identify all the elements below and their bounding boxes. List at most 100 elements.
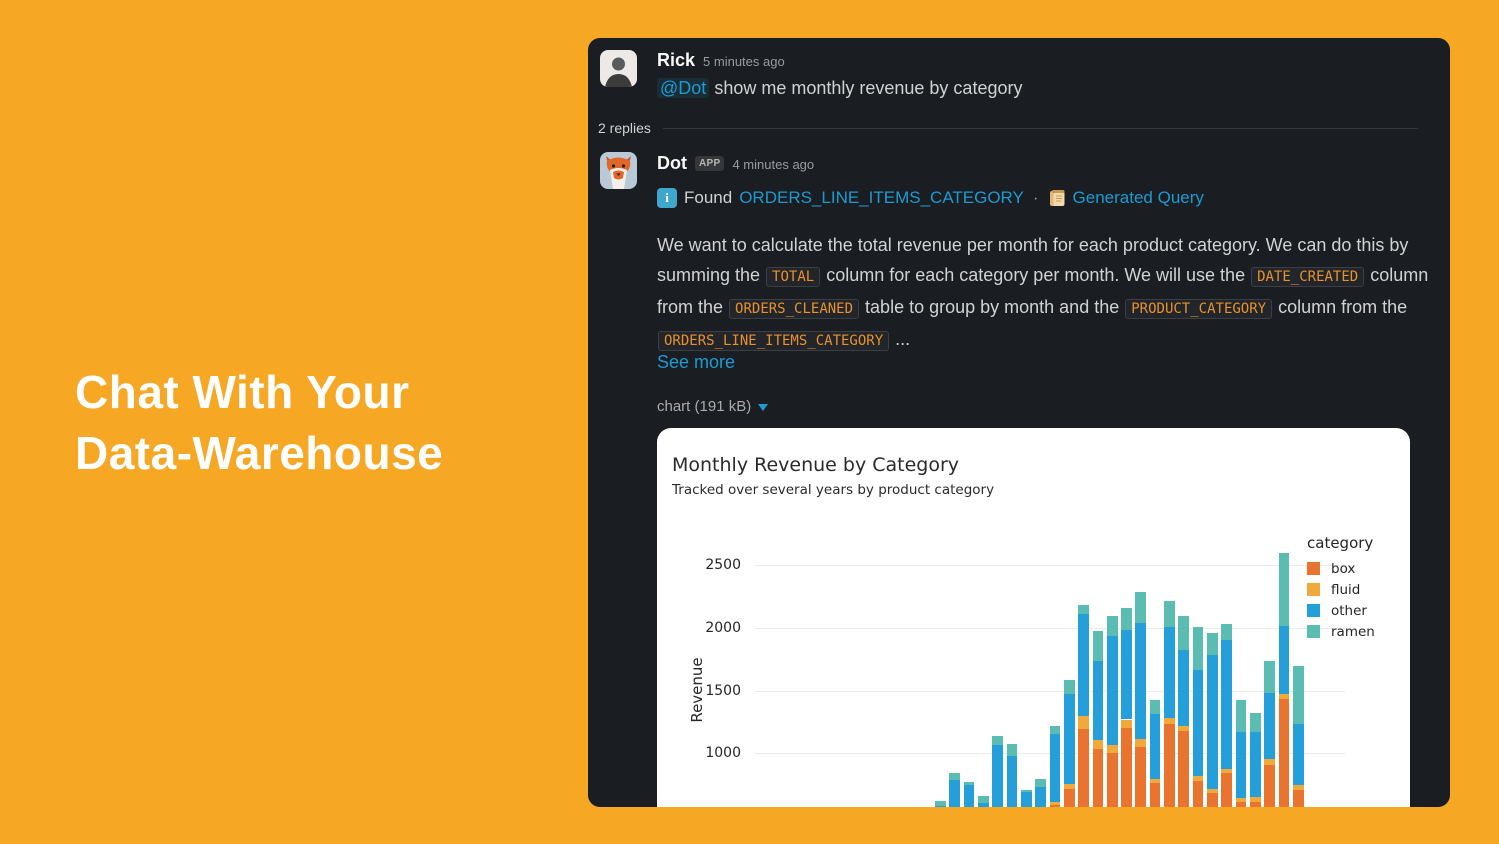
bar-segment-ramen [1293,665,1304,724]
hero-line-2: Data-Warehouse [75,427,444,479]
legend-swatch-other [1307,604,1320,617]
found-prefix: Found [684,188,733,207]
attachment-label: chart (191 kB) [657,398,752,415]
bot-name: Dot [657,153,687,173]
bar-segment-ramen [992,736,1003,745]
bar-segment-fluid [1207,788,1218,794]
bar-stack [1250,713,1261,807]
bar-segment-fluid [1106,745,1118,753]
bar-segment-fluid [1278,693,1290,699]
chart-subtitle: Tracked over several years by product ca… [672,482,995,498]
legend-item: box [1307,558,1375,579]
mention-chip[interactable]: @Dot [657,78,710,98]
bar-segment-other [1164,626,1175,718]
found-table-link[interactable]: ORDERS_LINE_ITEMS_CATEGORY [739,188,1024,207]
legend-item: ramen [1307,621,1375,642]
inline-code: ORDERS_LINE_ITEMS_CATEGORY [658,331,890,351]
bar-stack [1106,615,1118,807]
message-timestamp[interactable]: 5 minutes ago [703,54,785,69]
bar-segment-ramen [1078,605,1089,614]
bar-segment-fluid [1121,719,1132,728]
bar-stack [992,736,1003,807]
legend-title: category [1307,534,1374,552]
reply-timestamp[interactable]: 4 minutes ago [732,157,815,172]
gridline [755,565,1345,566]
bar-segment-ramen [963,782,975,785]
avatar-dot[interactable] [600,152,637,189]
thread-replies-divider: 2 replies [598,120,1440,136]
bar-segment-box [1149,782,1161,807]
bar-segment-other [1149,714,1161,779]
bar-segment-other [1192,669,1204,777]
collapse-caret-icon[interactable] [758,404,769,411]
body-text: ... [890,329,911,349]
attachment-header[interactable]: chart (191 kB) [657,398,769,415]
bar-segment-ramen [1178,615,1190,650]
bar-segment-other [1264,692,1276,760]
avatar-rick[interactable] [600,50,637,87]
bar-stack [1293,665,1304,807]
see-more-link[interactable]: See more [657,352,736,372]
plot-area: Revenue 1000 1500 2000 2500 [688,428,1345,807]
bar-segment-box [1264,765,1276,807]
bar-segment-box [1063,788,1075,807]
bar-segment-box [1164,723,1175,807]
bar-segment-fluid [1235,798,1247,802]
bar-segment-ramen [977,795,989,803]
parent-message-text: @Dot show me monthly revenue by category [657,78,1022,99]
bar-segment-ramen [1020,790,1032,792]
bar-segment-other [1063,693,1075,784]
bar-segment-ramen [1121,608,1132,630]
bar-stack [1192,627,1204,807]
legend-label: fluid [1331,581,1361,598]
bar-stack [1178,615,1190,807]
hero-tagline: Chat With Your Data-Warehouse [75,362,443,484]
bar-stack [1121,608,1132,807]
bar-segment-ramen [1250,713,1261,733]
bar-stack [1149,699,1161,807]
bar-segment-ramen [1063,679,1075,694]
bar-segment-fluid [1178,725,1190,732]
generated-query-link[interactable]: Generated Query [1072,188,1204,207]
fox-icon [600,152,637,189]
body-text: We want to calculate the total revenue p… [657,235,1409,285]
bar-stack [1035,778,1046,807]
bar-segment-ramen [1006,743,1018,757]
bar-segment-ramen [1106,615,1118,637]
bar-segment-box [1106,752,1118,807]
separator-dot: · [1032,188,1039,207]
bar-segment-other [935,805,946,807]
bar-segment-box [1178,731,1190,807]
bar-stack [1235,699,1247,807]
replies-count-label[interactable]: 2 replies [598,120,651,136]
parent-message-header: Rick 5 minutes ago [657,50,785,71]
bar-segment-fluid [1192,776,1204,782]
message-body: show me monthly revenue by category [714,78,1023,98]
info-icon: i [657,188,677,208]
bar-stack [1049,725,1061,807]
legend-label: ramen [1331,623,1375,640]
bar-segment-box [1235,801,1247,807]
y-tick-label: 1500 [705,682,741,699]
bar-segment-fluid [1164,717,1175,724]
bar-segment-other [992,745,1003,807]
bar-segment-other [1049,734,1061,802]
author-name: Rick [657,50,696,70]
bar-segment-box [1135,746,1147,807]
gridline [755,690,1345,692]
bar-segment-other [1020,791,1032,807]
bar-segment-ramen [1149,699,1161,715]
bar-segment-other [1178,649,1190,726]
bar-segment-fluid [1092,739,1104,749]
bar-segment-box [1049,804,1061,807]
bar-stack [1078,605,1089,807]
bar-stack [1278,552,1290,807]
bar-segment-other [1293,723,1304,786]
bar-stack [963,782,975,807]
bar-segment-ramen [1264,661,1276,693]
bar-segment-ramen [935,800,946,806]
bar-segment-box [1192,781,1204,807]
divider-line [662,127,1418,129]
bar-segment-other [963,784,975,807]
bar-segment-box [1078,728,1089,807]
